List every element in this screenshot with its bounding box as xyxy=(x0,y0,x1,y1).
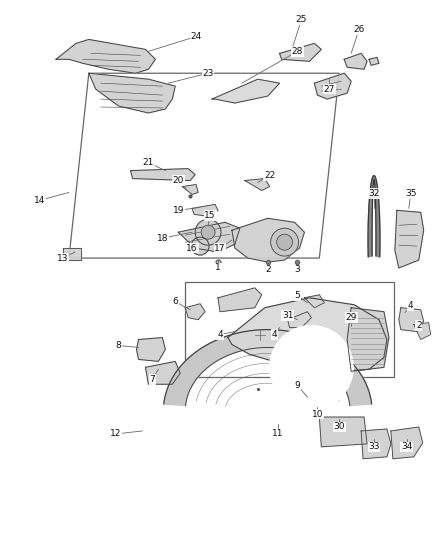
Polygon shape xyxy=(347,308,389,372)
Text: 35: 35 xyxy=(405,189,417,198)
Polygon shape xyxy=(89,73,175,113)
Polygon shape xyxy=(245,179,270,190)
Text: 9: 9 xyxy=(295,381,300,390)
Polygon shape xyxy=(228,298,387,372)
Text: 23: 23 xyxy=(202,69,214,78)
Polygon shape xyxy=(232,219,304,262)
Text: 26: 26 xyxy=(353,25,365,34)
Polygon shape xyxy=(164,329,371,406)
Text: 27: 27 xyxy=(324,85,335,94)
Circle shape xyxy=(201,225,215,239)
Polygon shape xyxy=(361,429,391,459)
Polygon shape xyxy=(288,312,311,328)
Text: 2: 2 xyxy=(265,265,271,274)
Text: 34: 34 xyxy=(401,442,413,451)
Text: 30: 30 xyxy=(333,423,345,432)
Text: 13: 13 xyxy=(57,254,69,263)
Polygon shape xyxy=(212,79,279,103)
Text: 3: 3 xyxy=(295,265,300,274)
Text: 33: 33 xyxy=(368,442,380,451)
Bar xyxy=(185,282,394,377)
Text: 31: 31 xyxy=(282,311,293,320)
Polygon shape xyxy=(279,43,321,61)
Circle shape xyxy=(270,326,353,409)
Text: 25: 25 xyxy=(296,15,307,24)
Polygon shape xyxy=(304,295,324,308)
Text: 28: 28 xyxy=(292,47,303,56)
Polygon shape xyxy=(391,427,423,459)
Polygon shape xyxy=(414,322,431,340)
Text: 6: 6 xyxy=(173,297,178,306)
Polygon shape xyxy=(63,248,81,260)
Polygon shape xyxy=(218,288,262,312)
Text: 4: 4 xyxy=(408,301,413,310)
Text: 17: 17 xyxy=(214,244,226,253)
Text: 20: 20 xyxy=(173,176,184,185)
Text: 5: 5 xyxy=(295,292,300,300)
Circle shape xyxy=(277,234,293,250)
Text: 4: 4 xyxy=(272,330,277,339)
Polygon shape xyxy=(178,222,240,252)
Circle shape xyxy=(195,219,221,245)
Text: 4: 4 xyxy=(217,330,223,339)
Text: 14: 14 xyxy=(33,196,45,205)
Text: 10: 10 xyxy=(311,409,323,418)
Polygon shape xyxy=(145,361,180,384)
Polygon shape xyxy=(344,53,367,69)
Text: 2: 2 xyxy=(416,321,421,330)
Polygon shape xyxy=(395,211,424,268)
Text: 24: 24 xyxy=(191,32,202,41)
Circle shape xyxy=(191,237,209,255)
Text: 12: 12 xyxy=(110,430,121,439)
Polygon shape xyxy=(314,73,351,99)
Text: 7: 7 xyxy=(149,375,155,384)
Polygon shape xyxy=(137,337,165,361)
Text: 16: 16 xyxy=(187,244,198,253)
Polygon shape xyxy=(319,417,367,447)
Polygon shape xyxy=(369,58,379,65)
Polygon shape xyxy=(192,204,218,216)
Text: 15: 15 xyxy=(204,211,216,220)
Text: 11: 11 xyxy=(272,430,283,439)
Text: 8: 8 xyxy=(116,341,121,350)
Text: 19: 19 xyxy=(173,206,184,215)
Circle shape xyxy=(271,228,298,256)
Text: 21: 21 xyxy=(143,158,154,167)
Text: 1: 1 xyxy=(215,263,221,272)
Polygon shape xyxy=(56,39,155,73)
Text: 22: 22 xyxy=(264,171,276,180)
Text: 18: 18 xyxy=(157,233,168,243)
Text: 32: 32 xyxy=(368,189,380,198)
Polygon shape xyxy=(131,168,195,181)
Polygon shape xyxy=(399,308,424,332)
Polygon shape xyxy=(185,304,205,320)
Polygon shape xyxy=(182,184,198,195)
Polygon shape xyxy=(368,176,380,257)
Text: 29: 29 xyxy=(346,313,357,322)
